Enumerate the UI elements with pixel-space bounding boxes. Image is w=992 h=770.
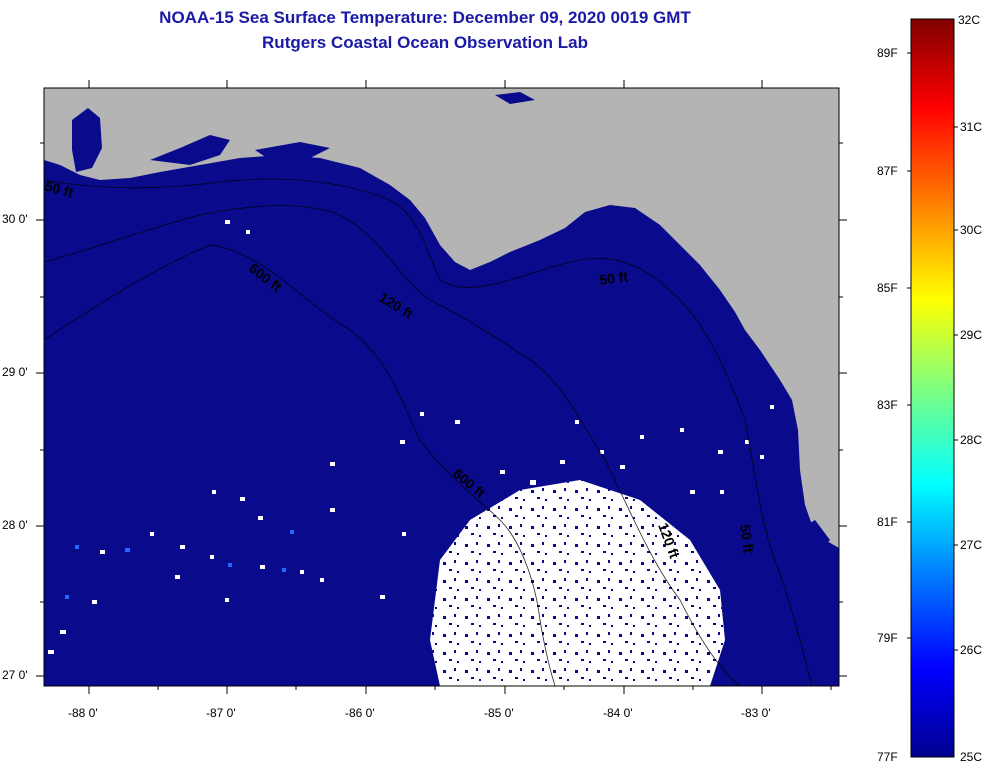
y-tick-label: 27 0'	[2, 668, 28, 682]
contour-label: 50 ft	[737, 523, 757, 554]
contour-50ft	[44, 178, 813, 686]
x-tick-label: -86 0'	[345, 706, 375, 720]
bay-shape	[255, 142, 330, 160]
depth-contours	[44, 178, 813, 686]
fahrenheit-label: 83F	[877, 398, 898, 412]
map-border	[43, 87, 840, 687]
celsius-label: 25C	[960, 750, 983, 764]
x-ticks	[88, 80, 832, 694]
x-tick-label: -87 0'	[206, 706, 236, 720]
y-ticks	[36, 142, 847, 677]
warm-pixels	[65, 530, 294, 599]
x-tick-label: -83 0'	[741, 706, 771, 720]
y-tick-label: 28 0'	[2, 518, 28, 532]
fahrenheit-label: 81F	[877, 515, 898, 529]
celsius-label: 32C	[958, 13, 981, 27]
fahrenheit-label: 89F	[877, 46, 898, 60]
y-tick-label: 30 0'	[2, 212, 28, 226]
cloud-cover	[430, 480, 725, 686]
celsius-label: 27C	[960, 538, 983, 552]
celsius-label: 31C	[960, 120, 983, 134]
colorbar-ticks	[907, 52, 958, 651]
celsius-label: 28C	[960, 433, 983, 447]
fahrenheit-label: 77F	[877, 750, 898, 764]
celsius-label: 30C	[960, 223, 983, 237]
contour-label: 50 ft	[43, 177, 75, 200]
fahrenheit-label: 79F	[877, 631, 898, 645]
map-subtitle: Rutgers Coastal Ocean Observation Lab	[262, 33, 588, 52]
celsius-label: 29C	[960, 328, 983, 342]
contour-120ft	[44, 205, 741, 686]
x-tick-label: -88 0'	[68, 706, 98, 720]
celsius-label: 26C	[960, 643, 983, 657]
contour-600ft	[44, 244, 556, 686]
x-tick-label: -85 0'	[484, 706, 514, 720]
x-tick-label: -84 0'	[603, 706, 633, 720]
y-tick-label: 29 0'	[2, 365, 28, 379]
bay-shape	[150, 135, 230, 165]
colorbar	[910, 18, 955, 758]
contour-label: 50 ft	[598, 268, 629, 288]
bay-shape	[495, 92, 535, 104]
fahrenheit-label: 87F	[877, 164, 898, 178]
land-area	[44, 88, 839, 548]
bay-shape	[72, 108, 102, 172]
bay-shape	[790, 520, 830, 555]
map-title: NOAA-15 Sea Surface Temperature: Decembe…	[159, 8, 691, 27]
cloud-specks	[48, 220, 774, 654]
fahrenheit-label: 85F	[877, 281, 898, 295]
